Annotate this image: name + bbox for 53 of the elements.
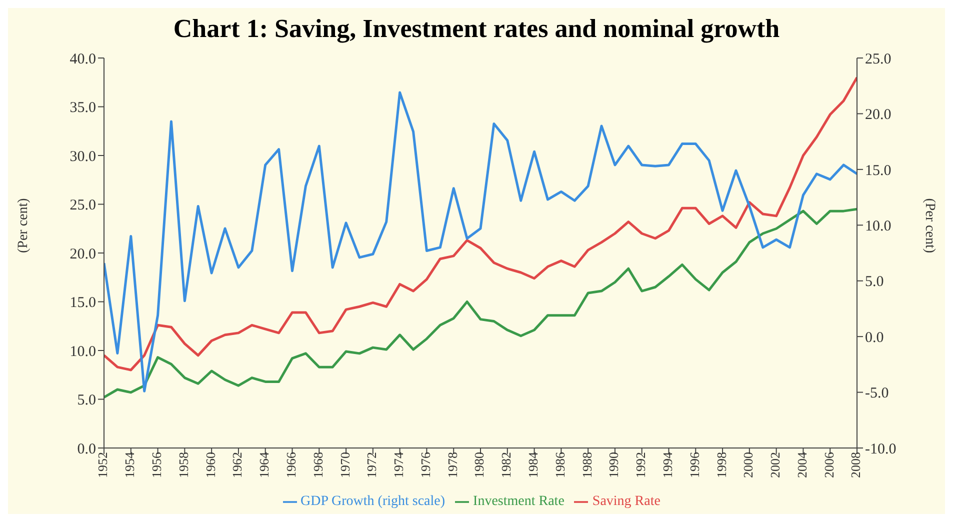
legend-label: Investment Rate [473, 494, 564, 509]
x-tick-label: 1990 [606, 452, 622, 478]
y-tick-label: 35.0 [70, 100, 96, 116]
x-tick-label: 2002 [768, 452, 783, 478]
x-tick-label: 1966 [283, 452, 298, 478]
x-tick-label: 1992 [633, 452, 648, 478]
y2-tick-label: -5.0 [865, 386, 889, 402]
y2-tick-label: -10.0 [865, 441, 896, 458]
x-tick-label: 1974 [391, 452, 406, 478]
y2-axis-title: (Per cent) [922, 198, 938, 254]
x-tick-label: 1954 [122, 452, 138, 478]
line-series [104, 208, 857, 399]
y-tick-label: 25.0 [70, 198, 96, 214]
x-tick-label: 1972 [364, 452, 380, 478]
x-tick-label: 1980 [472, 452, 487, 478]
x-tick-label: 2008 [848, 452, 864, 478]
x-tick-label: 1986 [552, 452, 568, 478]
y-tick-label: 40.0 [70, 51, 96, 68]
x-tick-label: 2000 [740, 452, 756, 478]
x-tick-label: 2004 [794, 452, 810, 478]
x-tick-label: 1976 [418, 452, 433, 478]
y2-tick-label: 15.0 [865, 162, 892, 179]
y-tick-label: 5.0 [77, 392, 96, 409]
legend-label: GDP Growth (right scale) [300, 494, 446, 509]
x-tick-label: 2006 [821, 452, 836, 478]
y2-tick-label: 25.0 [865, 51, 892, 68]
y-axis-title: (Per cent) [16, 198, 31, 253]
x-tick-label: 1994 [660, 452, 675, 478]
x-tick-label: 1968 [310, 452, 326, 478]
x-tick-label: 1960 [202, 452, 218, 478]
y2-tick-label: 5.0 [865, 274, 884, 290]
x-tick-label: 1952 [95, 452, 110, 478]
y-tick-label: 10.0 [70, 344, 96, 360]
x-tick-label: 1982 [498, 452, 514, 478]
x-tick-label: 1958 [176, 452, 191, 478]
legend-label: Saving Rate [592, 494, 660, 509]
x-tick-label: 1984 [526, 452, 541, 478]
chart-title: Chart 1: Saving, Investment rates and nominal growth [172, 13, 781, 44]
y-tick-label: 20.0 [70, 246, 96, 262]
x-tick-label: 1978 [444, 452, 460, 478]
x-tick-label: 1962 [230, 452, 245, 478]
x-tick-label: 1956 [149, 452, 164, 478]
y2-tick-label: 0.0 [865, 330, 884, 346]
x-tick-label: 1964 [256, 452, 272, 478]
x-tick-label: 1998 [714, 452, 729, 478]
y2-tick-label: 10.0 [865, 218, 892, 234]
x-tick-label: 1970 [337, 452, 352, 478]
y-tick-label: 15.0 [70, 295, 96, 312]
x-tick-label: 1988 [579, 452, 594, 478]
y-tick-label: 0.0 [77, 441, 96, 458]
y2-tick-label: 20.0 [865, 107, 892, 124]
y-tick-label: 30.0 [70, 148, 96, 165]
x-tick-label: 1996 [686, 452, 702, 478]
